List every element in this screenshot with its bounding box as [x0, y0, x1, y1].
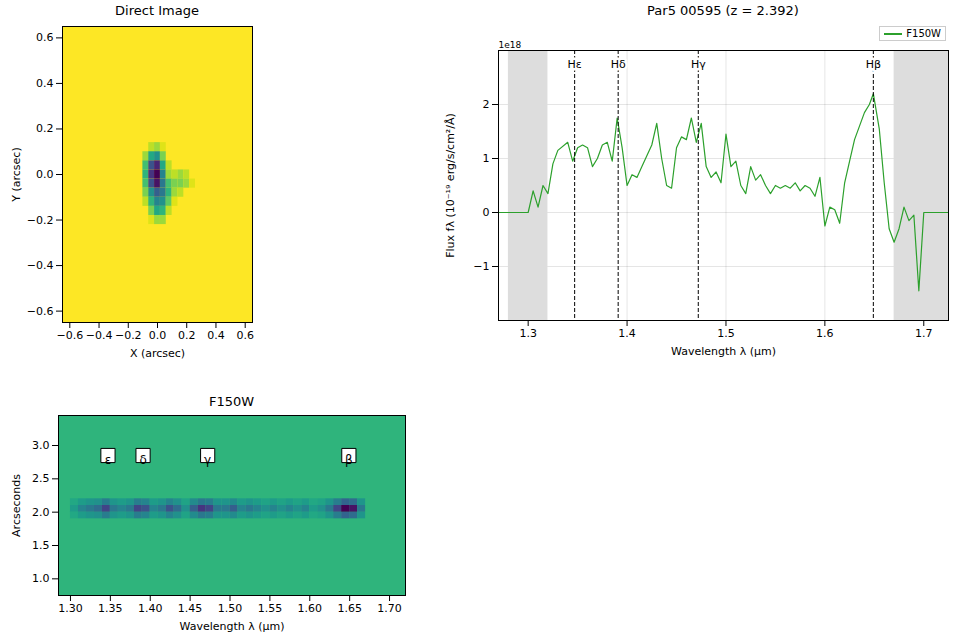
svg-text:1.35: 1.35: [98, 602, 123, 615]
svg-text:ε: ε: [105, 453, 112, 467]
svg-text:1.45: 1.45: [178, 602, 203, 615]
svg-text:−0.2: −0.2: [27, 214, 54, 227]
svg-text:2.5: 2.5: [32, 472, 50, 485]
svg-text:1.4: 1.4: [618, 327, 636, 340]
svg-text:γ: γ: [204, 453, 211, 467]
svg-text:1.6: 1.6: [816, 327, 834, 340]
svg-text:δ: δ: [139, 453, 146, 467]
svg-text:Y (arcsec): Y (arcsec): [10, 147, 23, 202]
svg-text:0.6: 0.6: [236, 329, 254, 342]
svg-text:3.0: 3.0: [32, 439, 50, 452]
svg-text:0.2: 0.2: [178, 329, 196, 342]
svg-text:2: 2: [483, 98, 490, 111]
svg-text:−0.6: −0.6: [56, 329, 83, 342]
svg-text:0.0: 0.0: [36, 168, 54, 181]
svg-text:Hε: Hε: [568, 58, 582, 71]
svg-text:β: β: [345, 453, 353, 467]
svg-text:0.6: 0.6: [36, 31, 54, 44]
svg-text:Flux fλ (10⁻¹⁹ erg/s/cm²/Å): Flux fλ (10⁻¹⁹ erg/s/cm²/Å): [444, 113, 457, 258]
svg-text:1.5: 1.5: [717, 327, 735, 340]
html-text:Direct Image: Direct Image: [115, 3, 199, 18]
svg-text:1.50: 1.50: [218, 602, 243, 615]
svg-text:Hβ: Hβ: [866, 58, 881, 71]
html-text:F150W: F150W: [906, 28, 941, 39]
svg-text:1: 1: [483, 152, 490, 165]
svg-text:1.55: 1.55: [258, 602, 283, 615]
svg-text:Wavelength λ (μm): Wavelength λ (μm): [671, 345, 776, 358]
svg-text:1.7: 1.7: [915, 327, 933, 340]
svg-text:−0.4: −0.4: [86, 329, 113, 342]
svg-text:−0.2: −0.2: [115, 329, 142, 342]
svg-text:1.40: 1.40: [138, 602, 163, 615]
svg-text:0.4: 0.4: [207, 329, 225, 342]
svg-text:−0.4: −0.4: [27, 259, 54, 272]
html-text:Par5 00595 (z = 2.392): Par5 00595 (z = 2.392): [647, 3, 799, 18]
svg-text:Hδ: Hδ: [611, 58, 626, 71]
svg-text:0: 0: [483, 206, 490, 219]
svg-text:1e18: 1e18: [499, 40, 522, 50]
svg-text:1.5: 1.5: [32, 539, 50, 552]
html-text:F150W: F150W: [208, 394, 255, 409]
svg-text:Arcseconds: Arcseconds: [10, 474, 23, 537]
svg-text:Wavelength λ (μm): Wavelength λ (μm): [179, 620, 284, 633]
svg-text:−1: −1: [473, 260, 489, 273]
svg-text:1.70: 1.70: [377, 602, 402, 615]
svg-text:2.0: 2.0: [32, 506, 50, 519]
svg-text:X (arcsec): X (arcsec): [130, 347, 185, 360]
svg-text:1.65: 1.65: [337, 602, 362, 615]
svg-text:Hγ: Hγ: [691, 58, 706, 71]
svg-text:0.2: 0.2: [36, 122, 54, 135]
svg-text:1.60: 1.60: [298, 602, 323, 615]
svg-text:1.0: 1.0: [32, 572, 50, 585]
svg-text:−0.6: −0.6: [27, 305, 54, 318]
svg-text:0.4: 0.4: [36, 77, 54, 90]
svg-text:1.3: 1.3: [519, 327, 537, 340]
svg-text:1.30: 1.30: [58, 602, 83, 615]
svg-text:0.0: 0.0: [149, 329, 167, 342]
